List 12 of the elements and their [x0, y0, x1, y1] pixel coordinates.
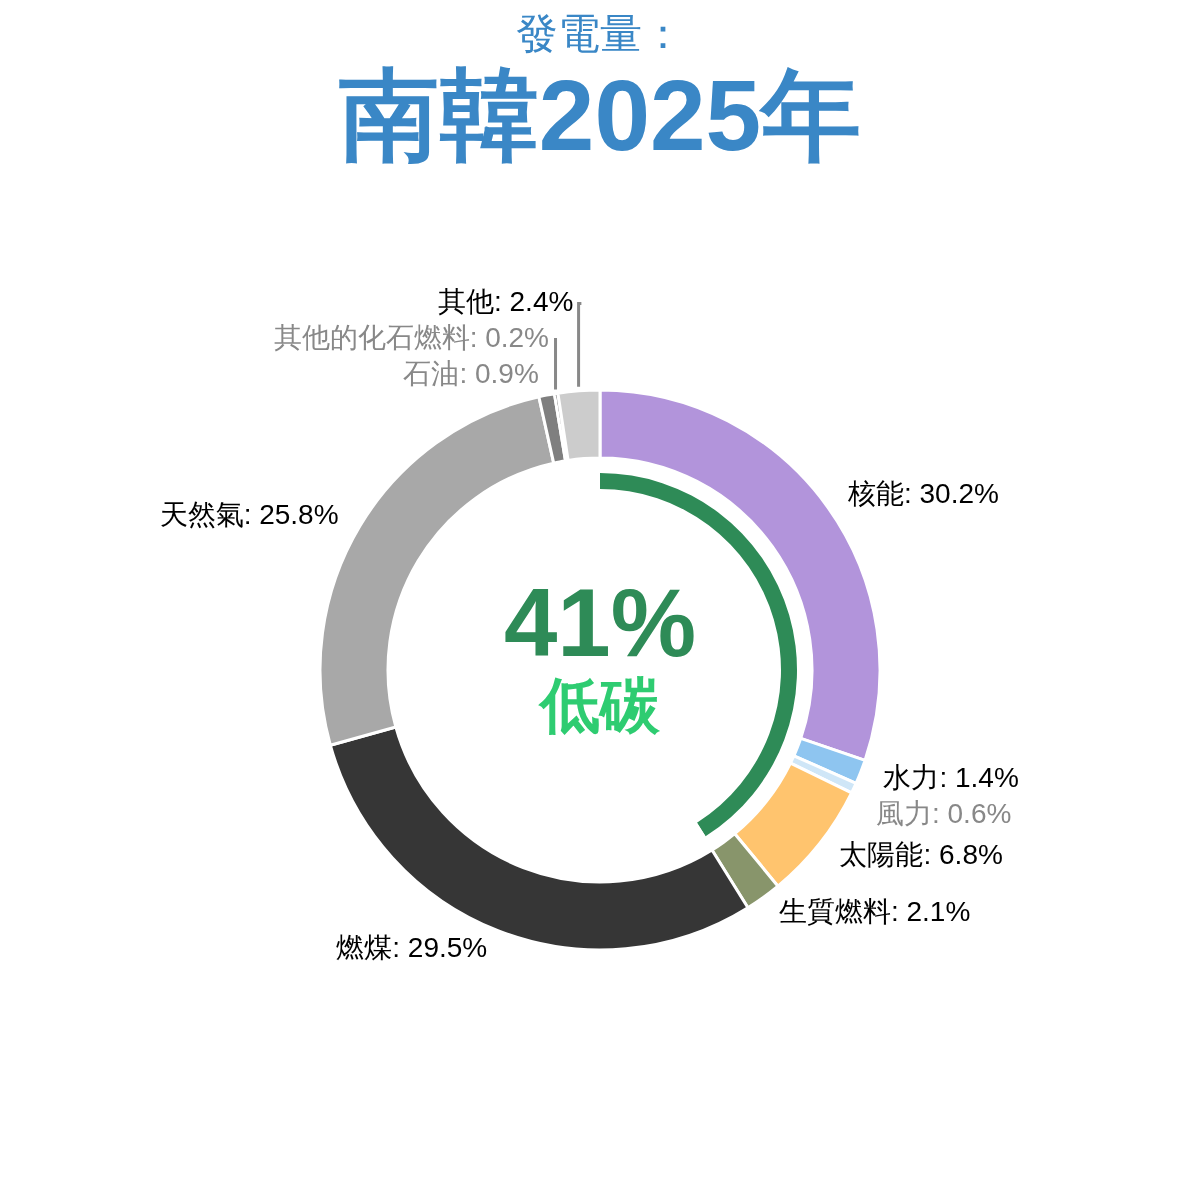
chart-title: 南韓2025年: [337, 59, 863, 171]
chart-subtitle: 發電量：: [515, 9, 685, 59]
slice-label: 石油: 0.9%: [403, 358, 539, 390]
slice-label: 其他: 2.4%: [437, 286, 574, 318]
slice-label: 水力: 1.4%: [883, 761, 1019, 793]
slice-label: 生質燃料: 2.1%: [778, 896, 971, 928]
slice-label: 太陽能: 6.8%: [839, 838, 1003, 870]
slice-label: 核能: 30.2%: [846, 478, 999, 510]
slice-label: 燃煤: 29.5%: [336, 932, 488, 964]
slice-label: 風力: 0.6%: [875, 797, 1012, 829]
slice-label: 天然氣: 25.8%: [159, 498, 339, 530]
slice-label: 其他的化石燃料: 0.2%: [273, 322, 550, 354]
